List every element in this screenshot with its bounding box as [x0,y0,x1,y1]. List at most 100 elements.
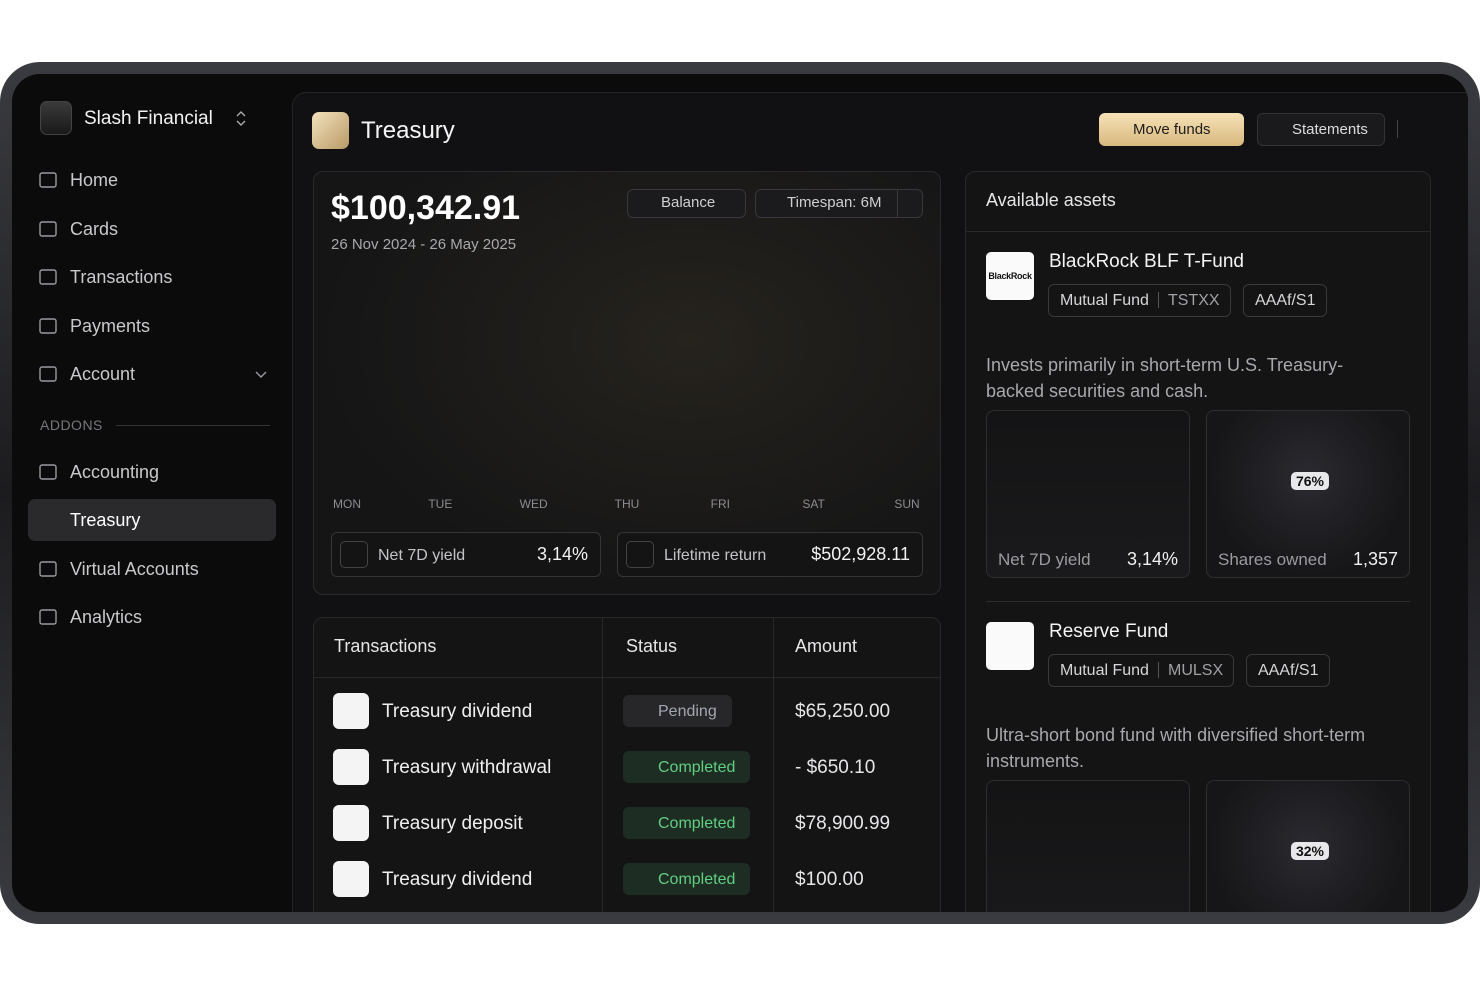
col-divider [602,618,603,912]
fund-logo [986,622,1034,670]
nav-item[interactable] [28,159,276,201]
pie-label: 76% [1290,472,1330,490]
move-funds-label[interactable]: Move funds [1133,121,1211,138]
transaction-name: Treasury dividend [382,868,533,890]
transaction-amount: $65,250.00 [795,700,891,722]
nav-label[interactable]: Home [70,169,119,190]
chevron-icon [255,371,267,378]
header-divider [1397,120,1398,138]
shares-value: 1,357 [1352,548,1398,569]
timespan-label[interactable]: Timespan: 6M [787,194,882,211]
move-funds-button[interactable] [1099,113,1244,146]
nav-item[interactable] [28,353,276,395]
balance-amount: $100,342.91 [331,189,521,227]
fund-description: Ultra-short bond fund with diversified s… [986,724,1366,771]
x-tick-label: SAT [802,497,825,511]
column-header[interactable]: Status [626,635,678,656]
tag-separator [1158,292,1159,308]
balance-card [313,171,941,595]
fund-name: BlackRock BLF T-Fund [1049,250,1245,272]
nav-label[interactable]: Treasury [70,509,141,530]
transaction-name: Treasury withdrawal [382,756,552,778]
status-pill [623,863,750,895]
timespan-select[interactable] [755,189,923,218]
section-label: ADDONS [40,417,103,433]
org-switch-icon [236,111,246,126]
sparkline-card [986,410,1190,578]
nav-icon [39,609,57,625]
nav-item[interactable] [28,596,276,638]
nav-item[interactable] [28,305,276,347]
stat-box [617,532,923,577]
fund-tag [1246,654,1330,687]
transaction-amount: $100.00 [795,868,864,890]
fund-tag-label: Mutual Fund [1060,291,1149,309]
nav-item[interactable] [28,208,276,250]
fund-tag-label: MULSX [1168,661,1224,679]
nav-icon [39,172,57,188]
tag-separator [1158,662,1159,678]
status-label: Completed [658,758,736,776]
transaction-name: Treasury deposit [382,812,523,834]
app-screen: Slash Financial Home Cards Transactions Paym… [12,74,1468,912]
fund-tag-label: Mutual Fund [1060,661,1149,679]
timespan-divider [897,189,898,218]
nav-label[interactable]: Payments [70,315,151,336]
x-tick-label: THU [614,497,640,511]
section-rule [116,425,270,426]
fund-divider [986,601,1410,602]
stat-label: Net 7D yield [378,546,466,564]
yield-label: Net 7D yield [998,550,1091,569]
nav-icon [39,366,57,382]
transactions-card [313,617,941,912]
status-label: Pending [658,702,717,720]
assets-title: Available assets [986,189,1116,210]
sparkline-card [986,780,1190,912]
nav-label[interactable]: Analytics [70,606,143,627]
nav-label[interactable]: Virtual Accounts [70,558,199,579]
x-tick-label: FRI [710,497,730,511]
nav-icon [39,269,57,285]
nav-icon [39,318,57,334]
fund-tag-label: AAAf/S1 [1255,291,1316,309]
stat-value: 3,14% [536,543,588,564]
fund-logo-text: BlackRock [988,271,1032,281]
status-pill [623,695,732,727]
yield-value: 3,14% [1126,548,1178,569]
pie-label: 32% [1290,842,1330,860]
statements-label[interactable]: Statements [1292,121,1368,138]
fund-logo [986,252,1034,300]
metric-label[interactable]: Balance [661,194,716,211]
table-header-rule [314,677,940,678]
org-logo [40,101,72,135]
nav-label[interactable]: Account [70,363,136,384]
fund-tag-label: AAAf/S1 [1258,661,1319,679]
metric-select[interactable] [627,189,746,218]
org-name[interactable]: Slash Financial [84,107,213,129]
fund-tag [1048,284,1231,317]
nav-icon [39,221,57,237]
nav-label[interactable]: Transactions [70,266,173,287]
nav-label[interactable]: Accounting [70,461,160,482]
shares-label: Shares owned [1218,550,1327,569]
transaction-icon [333,805,369,841]
status-label: Completed [658,870,736,888]
fund-tag [1243,284,1327,317]
nav-item[interactable] [28,499,276,541]
fund-tag [1048,654,1234,687]
stat-icon [626,541,654,568]
stat-label: Lifetime return [664,546,767,564]
nav-label[interactable]: Cards [70,218,119,239]
x-tick-label: SUN [894,497,920,511]
column-header[interactable]: Amount [795,635,858,656]
fund-tag-label: TSTXX [1168,291,1220,309]
transaction-amount: - $650.10 [795,756,876,778]
column-header[interactable]: Transactions [334,635,437,656]
device-frame: Slash Financial Home Cards Transactions Paym… [0,62,1480,924]
transaction-icon [333,693,369,729]
status-pill [623,807,750,839]
statements-button[interactable] [1257,113,1385,146]
nav-icon [39,464,57,480]
fund-description: Invests primarily in short-term U.S. Tre… [986,354,1344,401]
fund-name: Reserve Fund [1049,620,1169,642]
